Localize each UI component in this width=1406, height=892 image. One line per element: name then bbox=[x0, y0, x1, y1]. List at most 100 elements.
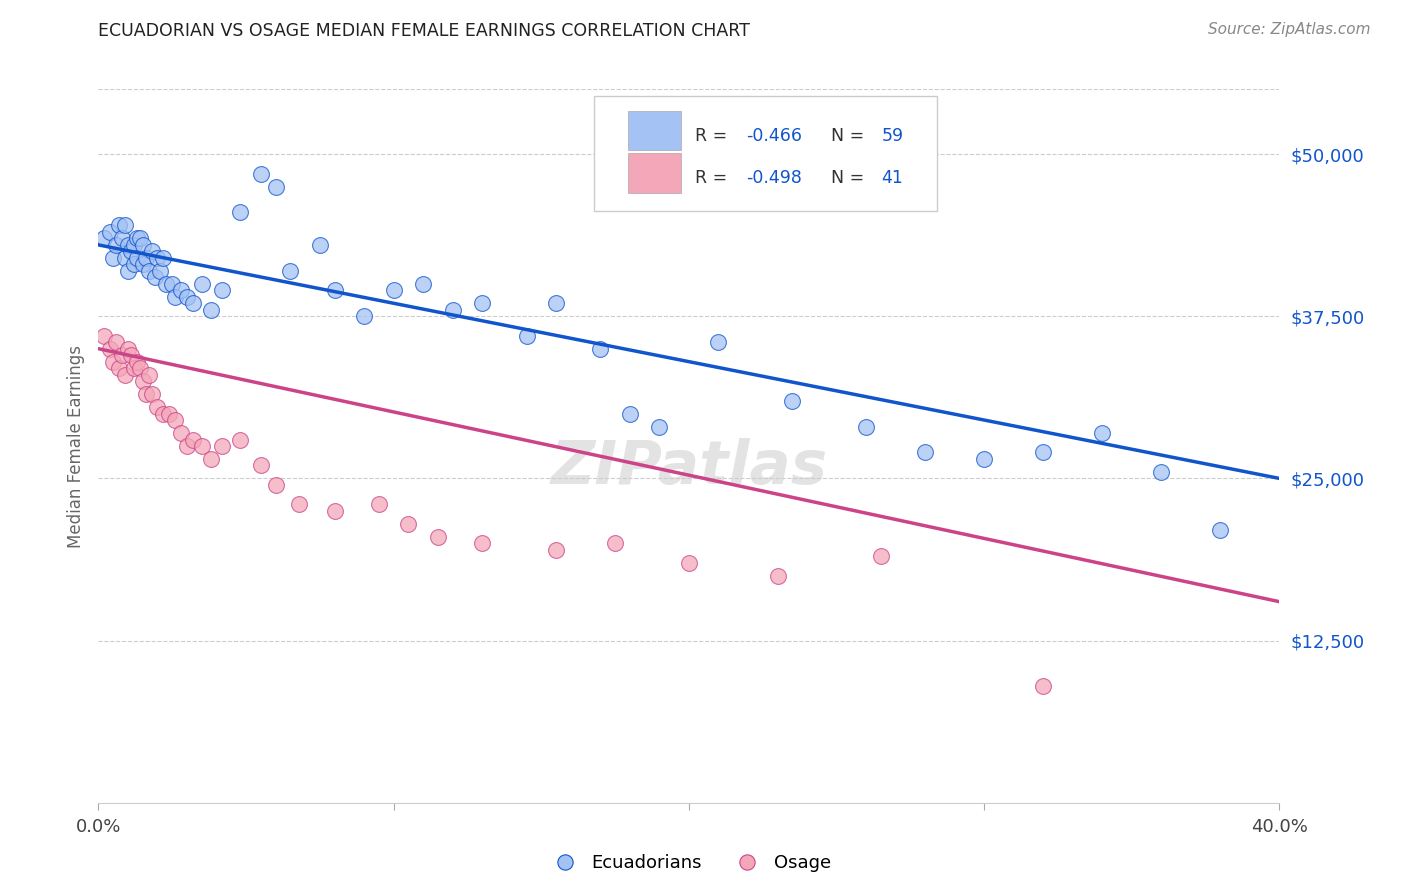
Point bbox=[181, 433, 204, 447]
Point bbox=[441, 302, 464, 317]
Point bbox=[114, 219, 136, 233]
Point bbox=[250, 167, 273, 181]
Point bbox=[368, 497, 391, 511]
Point bbox=[152, 407, 174, 421]
Point bbox=[396, 516, 419, 531]
Point bbox=[589, 342, 612, 356]
Point bbox=[125, 354, 148, 368]
Y-axis label: Median Female Earnings: Median Female Earnings bbox=[66, 344, 84, 548]
Point bbox=[471, 536, 494, 550]
Point bbox=[191, 439, 214, 453]
FancyBboxPatch shape bbox=[627, 153, 681, 193]
Point bbox=[141, 387, 163, 401]
Point bbox=[707, 335, 730, 350]
Point bbox=[135, 251, 157, 265]
Point bbox=[323, 504, 346, 518]
Point bbox=[869, 549, 891, 564]
Point bbox=[111, 348, 134, 362]
Text: 59: 59 bbox=[882, 127, 904, 145]
Point bbox=[546, 296, 568, 310]
Point bbox=[264, 478, 287, 492]
Point bbox=[108, 361, 131, 376]
Point bbox=[309, 238, 332, 252]
Text: ZIPatlas: ZIPatlas bbox=[550, 438, 828, 497]
Point bbox=[157, 407, 180, 421]
Point bbox=[170, 425, 193, 440]
Point bbox=[619, 407, 641, 421]
Point bbox=[382, 283, 405, 297]
Point bbox=[165, 290, 187, 304]
Point bbox=[141, 244, 163, 259]
FancyBboxPatch shape bbox=[595, 96, 936, 211]
Point bbox=[138, 368, 160, 382]
Point bbox=[288, 497, 311, 511]
Point bbox=[117, 264, 139, 278]
Point bbox=[114, 368, 136, 382]
Point bbox=[146, 400, 169, 414]
Text: N =: N = bbox=[831, 169, 869, 187]
Point bbox=[176, 290, 198, 304]
Point bbox=[132, 238, 155, 252]
Point bbox=[648, 419, 671, 434]
Point bbox=[125, 251, 148, 265]
Point bbox=[117, 238, 139, 252]
Point bbox=[138, 264, 160, 278]
Point bbox=[108, 219, 131, 233]
Point bbox=[122, 361, 145, 376]
Point bbox=[98, 225, 121, 239]
Point bbox=[103, 354, 125, 368]
Point bbox=[191, 277, 214, 291]
Point bbox=[678, 556, 700, 570]
Point bbox=[120, 348, 142, 362]
Point bbox=[122, 257, 145, 271]
Point bbox=[200, 452, 222, 467]
Point bbox=[125, 231, 148, 245]
Point bbox=[250, 458, 273, 473]
Point bbox=[165, 413, 187, 427]
Point bbox=[1150, 465, 1173, 479]
Point bbox=[103, 251, 125, 265]
Point bbox=[162, 277, 183, 291]
Point bbox=[973, 452, 995, 467]
Point bbox=[1209, 524, 1232, 538]
Point bbox=[135, 387, 157, 401]
Text: ECUADORIAN VS OSAGE MEDIAN FEMALE EARNINGS CORRELATION CHART: ECUADORIAN VS OSAGE MEDIAN FEMALE EARNIN… bbox=[98, 22, 751, 40]
Point bbox=[229, 433, 252, 447]
Point bbox=[782, 393, 804, 408]
Legend: Ecuadorians, Osage: Ecuadorians, Osage bbox=[540, 847, 838, 880]
Point bbox=[152, 251, 174, 265]
Point bbox=[353, 310, 375, 324]
Point bbox=[1091, 425, 1114, 440]
Point bbox=[427, 530, 450, 544]
FancyBboxPatch shape bbox=[627, 111, 681, 150]
Point bbox=[146, 251, 169, 265]
Text: Source: ZipAtlas.com: Source: ZipAtlas.com bbox=[1208, 22, 1371, 37]
Point bbox=[1032, 445, 1054, 459]
Text: R =: R = bbox=[695, 169, 733, 187]
Point bbox=[143, 270, 166, 285]
Text: R =: R = bbox=[695, 127, 733, 145]
Point bbox=[128, 231, 150, 245]
Point bbox=[176, 439, 198, 453]
Point bbox=[471, 296, 494, 310]
Point bbox=[200, 302, 222, 317]
Point bbox=[105, 335, 128, 350]
Point bbox=[1032, 679, 1054, 693]
Text: 41: 41 bbox=[882, 169, 903, 187]
Point bbox=[229, 205, 252, 219]
Point bbox=[98, 342, 121, 356]
Text: -0.498: -0.498 bbox=[745, 169, 801, 187]
Point bbox=[211, 283, 233, 297]
Point bbox=[93, 328, 115, 343]
Point bbox=[515, 328, 537, 343]
Point bbox=[278, 264, 302, 278]
Text: N =: N = bbox=[831, 127, 869, 145]
Point bbox=[114, 251, 136, 265]
Point bbox=[117, 342, 139, 356]
Point bbox=[170, 283, 193, 297]
Point bbox=[605, 536, 627, 550]
Point bbox=[149, 264, 172, 278]
Point bbox=[855, 419, 877, 434]
Point bbox=[412, 277, 434, 291]
Point bbox=[546, 542, 568, 557]
